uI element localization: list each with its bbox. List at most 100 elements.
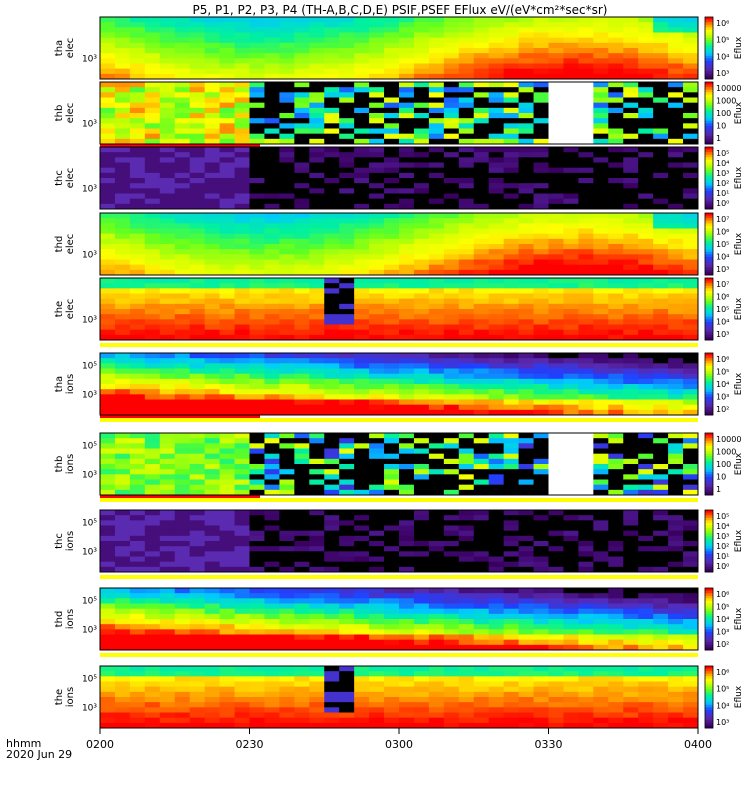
spectrogram-cell	[653, 48, 669, 54]
spectrogram-cell	[324, 541, 340, 547]
spectrogram-cell	[129, 438, 146, 444]
colorbar-segment	[705, 376, 713, 380]
spectrogram-cell	[144, 162, 161, 169]
spectrogram-cell	[548, 319, 564, 325]
spectrogram-cell	[369, 399, 385, 406]
spectrogram-cell	[264, 681, 280, 688]
spectrogram-cell	[234, 384, 250, 390]
spectrogram-cell	[653, 63, 669, 70]
spectrogram-cell	[189, 138, 206, 145]
spectrogram-cell	[234, 254, 250, 260]
spectrogram-cell	[369, 691, 385, 698]
spectrogram-cell	[638, 269, 654, 276]
spectrogram-cell	[309, 378, 325, 385]
spectrogram-cell	[399, 233, 415, 240]
spectrogram-cell	[548, 68, 564, 75]
spectrogram-cell	[369, 233, 385, 240]
spectrogram-cell	[413, 228, 430, 235]
spectrogram-cell	[114, 264, 131, 271]
spectrogram-cell	[384, 368, 400, 375]
spectrogram-cell	[563, 244, 579, 250]
spectrogram-cell	[458, 593, 475, 599]
spectrogram-cell	[428, 681, 445, 688]
spectrogram-cell	[668, 82, 684, 88]
spectrogram-cell	[443, 593, 460, 599]
spectrogram-cell	[683, 249, 699, 255]
spectrogram-cell	[473, 619, 490, 625]
spectrogram-cell	[174, 546, 191, 552]
spectrogram-cell	[100, 520, 116, 526]
spectrogram-cell	[443, 629, 460, 635]
spectrogram-cell	[533, 293, 549, 300]
spectrogram-cell	[279, 474, 295, 480]
spectrogram-cell	[354, 676, 370, 682]
spectrogram-cell	[518, 249, 534, 255]
spectrogram-cell	[144, 324, 161, 331]
spectrogram-cell	[458, 681, 475, 688]
spectrogram-cell	[548, 147, 564, 153]
spectrogram-cell	[608, 551, 624, 557]
spectrogram-cell	[144, 249, 161, 255]
spectrogram-cell	[623, 87, 639, 93]
spectrogram-cell	[533, 303, 549, 310]
spectrogram-cell	[473, 603, 490, 610]
spectrogram-cell	[339, 107, 355, 114]
spectrogram-cell	[339, 334, 355, 341]
spectrogram-cell	[608, 624, 624, 630]
spectrogram-cell	[548, 223, 564, 229]
spectrogram-cell	[354, 479, 370, 486]
spectrogram-cell	[458, 603, 475, 610]
spectrogram-cell	[563, 541, 579, 547]
spectrogram-cell	[428, 551, 445, 557]
spectrogram-cell	[264, 123, 280, 129]
spectrogram-cell	[683, 123, 699, 129]
spectrogram-cell	[309, 561, 325, 568]
spectrogram-cell	[683, 520, 699, 526]
spectrogram-cell	[563, 218, 579, 224]
spectrogram-cell	[369, 378, 385, 385]
spectrogram-cell	[668, 264, 684, 271]
spectrogram-cell	[114, 138, 131, 145]
spectrogram-cell	[384, 203, 400, 210]
spectrogram-cell	[443, 87, 460, 93]
colorbar-segment	[705, 278, 713, 281]
spectrogram-cell	[159, 686, 176, 693]
spectrogram-cell	[339, 363, 355, 369]
spectrogram-cell	[129, 172, 146, 179]
spectrogram-cell	[204, 58, 220, 64]
spectrogram-cell	[458, 515, 475, 521]
spectrogram-cell	[548, 293, 564, 300]
spectrogram-cell	[204, 27, 220, 33]
spectrogram-cell	[324, 608, 340, 615]
spectrogram-cell	[219, 303, 235, 310]
spectrogram-cell	[413, 314, 430, 320]
spectrogram-cell	[174, 458, 191, 465]
spectrogram-cell	[114, 157, 131, 163]
spectrogram-cell	[503, 244, 519, 250]
spectrogram-cell	[548, 608, 564, 615]
spectrogram-cell	[249, 373, 265, 380]
spectrogram-cell	[369, 373, 385, 380]
spectrogram-cell	[309, 107, 325, 114]
spectrogram-cell	[204, 404, 220, 411]
spectrogram-cell	[384, 363, 400, 369]
spectrogram-cell	[668, 27, 684, 33]
colorbar-tick-label: 10²	[716, 640, 729, 649]
colorbar-segment	[705, 469, 713, 473]
spectrogram-cell	[324, 629, 340, 635]
spectrogram-cell	[593, 453, 609, 460]
spectrogram-cell	[100, 102, 116, 109]
spectrogram-cell	[428, 593, 445, 599]
spectrogram-cell	[249, 464, 265, 470]
spectrogram-cell	[638, 193, 654, 200]
spectrogram-cell	[114, 566, 131, 573]
spectrogram-cell	[309, 717, 325, 724]
spectrogram-cell	[234, 588, 250, 594]
spectrogram-cell	[129, 97, 146, 104]
spectrogram-cell	[189, 198, 206, 205]
spectrogram-cell	[473, 489, 490, 496]
spectrogram-cell	[354, 593, 370, 599]
spectrogram-cell	[144, 259, 161, 266]
spectrogram-cell	[638, 639, 654, 646]
colorbar-segment	[705, 290, 713, 294]
